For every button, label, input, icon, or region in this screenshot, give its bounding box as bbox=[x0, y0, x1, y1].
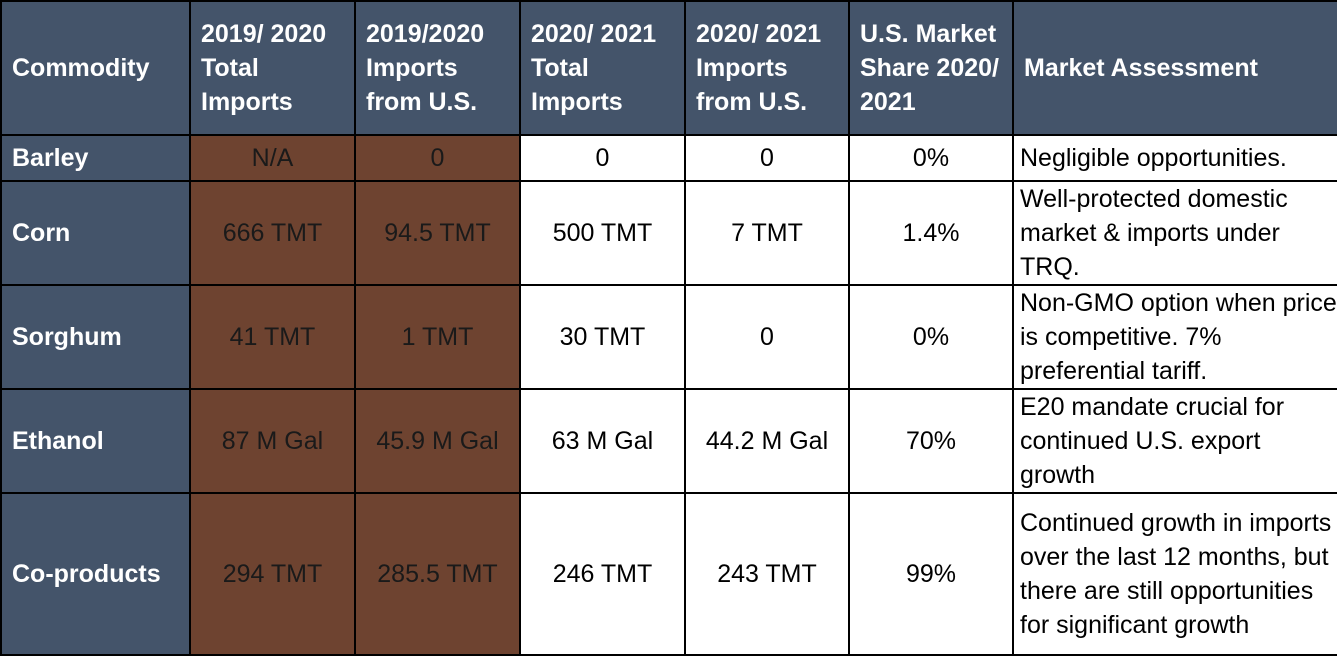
table-row: Sorghum 41 TMT 1 TMT 30 TMT 0 0% Non-GMO… bbox=[0, 284, 1337, 390]
us-imports-2019-2020-cell: 45.9 M Gal bbox=[354, 388, 521, 494]
commodity-cell: Ethanol bbox=[0, 388, 191, 494]
commodity-cell: Co-products bbox=[0, 492, 191, 656]
market-assessment-cell: Negligible opportunities. bbox=[1012, 134, 1337, 182]
header-commodity: Commodity bbox=[0, 0, 191, 136]
us-imports-2019-2020-cell: 94.5 TMT bbox=[354, 180, 521, 286]
us-imports-2020-2021-cell: 0 bbox=[684, 284, 850, 390]
header-total-imports-2020-2021: 2020/ 2021 Total Imports bbox=[519, 0, 686, 136]
us-market-share-cell: 0% bbox=[848, 284, 1014, 390]
us-market-share-cell: 0% bbox=[848, 134, 1014, 182]
us-imports-2019-2020-cell: 1 TMT bbox=[354, 284, 521, 390]
us-imports-2019-2020-cell: 0 bbox=[354, 134, 521, 182]
total-imports-2019-2020-cell: 666 TMT bbox=[189, 180, 356, 286]
market-assessment-cell: Continued growth in imports over the las… bbox=[1012, 492, 1337, 656]
header-us-imports-2020-2021: 2020/ 2021 Imports from U.S. bbox=[684, 0, 850, 136]
total-imports-2020-2021-cell: 0 bbox=[519, 134, 686, 182]
us-market-share-cell: 1.4% bbox=[848, 180, 1014, 286]
us-imports-2020-2021-cell: 44.2 M Gal bbox=[684, 388, 850, 494]
market-assessment-cell: E20 mandate crucial for continued U.S. e… bbox=[1012, 388, 1337, 494]
total-imports-2019-2020-cell: 87 M Gal bbox=[189, 388, 356, 494]
header-row: Commodity 2019/ 2020 Total Imports 2019/… bbox=[0, 0, 1337, 136]
table-row: Corn 666 TMT 94.5 TMT 500 TMT 7 TMT 1.4%… bbox=[0, 180, 1337, 286]
total-imports-2019-2020-cell: 294 TMT bbox=[189, 492, 356, 656]
table-row: Co-products 294 TMT 285.5 TMT 246 TMT 24… bbox=[0, 492, 1337, 656]
header-us-market-share: U.S. Market Share 2020/ 2021 bbox=[848, 0, 1014, 136]
header-us-imports-2019-2020: 2019/2020 Imports from U.S. bbox=[354, 0, 521, 136]
us-imports-2019-2020-cell: 285.5 TMT bbox=[354, 492, 521, 656]
header-total-imports-2019-2020: 2019/ 2020 Total Imports bbox=[189, 0, 356, 136]
total-imports-2020-2021-cell: 500 TMT bbox=[519, 180, 686, 286]
us-imports-2020-2021-cell: 7 TMT bbox=[684, 180, 850, 286]
total-imports-2020-2021-cell: 246 TMT bbox=[519, 492, 686, 656]
commodity-cell: Sorghum bbox=[0, 284, 191, 390]
us-market-share-cell: 70% bbox=[848, 388, 1014, 494]
total-imports-2020-2021-cell: 63 M Gal bbox=[519, 388, 686, 494]
market-assessment-cell: Well-protected domestic market & imports… bbox=[1012, 180, 1337, 286]
total-imports-2019-2020-cell: 41 TMT bbox=[189, 284, 356, 390]
market-assessment-cell: Non-GMO option when price is competitive… bbox=[1012, 284, 1337, 390]
total-imports-2020-2021-cell: 30 TMT bbox=[519, 284, 686, 390]
total-imports-2019-2020-cell: N/A bbox=[189, 134, 356, 182]
us-market-share-cell: 99% bbox=[848, 492, 1014, 656]
table-row: Ethanol 87 M Gal 45.9 M Gal 63 M Gal 44.… bbox=[0, 388, 1337, 494]
table-row: Barley N/A 0 0 0 0% Negligible opportuni… bbox=[0, 134, 1337, 182]
us-imports-2020-2021-cell: 243 TMT bbox=[684, 492, 850, 656]
commodity-cell: Barley bbox=[0, 134, 191, 182]
commodity-cell: Corn bbox=[0, 180, 191, 286]
us-imports-2020-2021-cell: 0 bbox=[684, 134, 850, 182]
header-market-assessment: Market Assessment bbox=[1012, 0, 1337, 136]
